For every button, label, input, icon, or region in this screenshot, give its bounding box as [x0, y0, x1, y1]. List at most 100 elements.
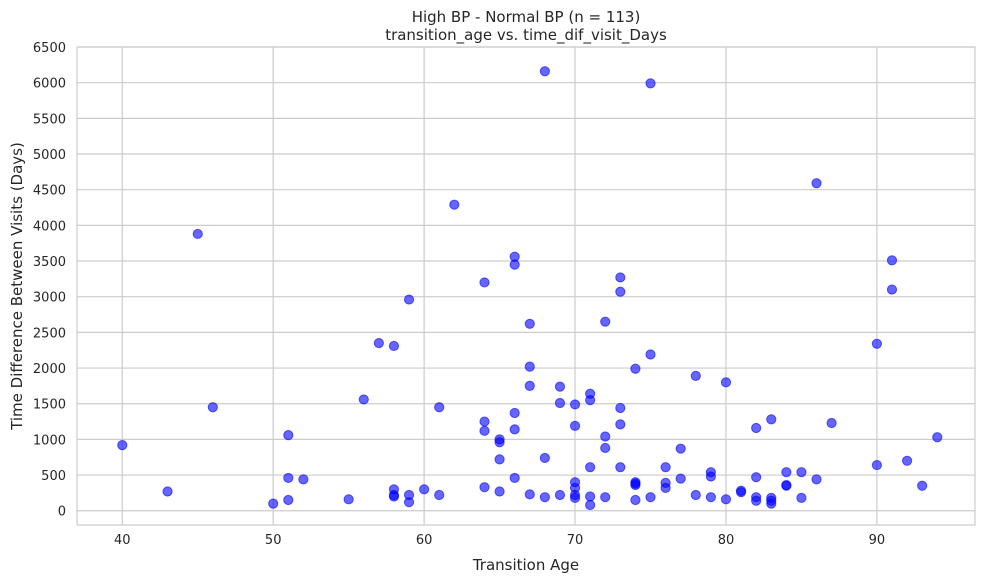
data-point [600, 492, 611, 503]
data-point [720, 494, 732, 505]
data-point [751, 495, 762, 506]
y-tick-label: 5500 [33, 112, 66, 127]
data-point [615, 286, 626, 297]
data-point [886, 284, 898, 295]
data-point [434, 402, 445, 413]
data-point [403, 294, 415, 305]
y-tick-label: 4500 [33, 184, 66, 199]
data-point [358, 394, 369, 405]
x-tick-label: 50 [265, 533, 282, 548]
data-point [554, 489, 566, 501]
data-point [434, 489, 445, 501]
data-point [479, 482, 490, 493]
data-point [509, 259, 520, 270]
data-point [871, 459, 882, 471]
data-point [645, 349, 656, 360]
data-point [569, 492, 581, 503]
data-point [494, 437, 505, 448]
data-point [826, 417, 837, 429]
data-point [645, 492, 656, 503]
y-tick-label: 1000 [33, 433, 66, 448]
data-point [600, 431, 611, 442]
data-point [298, 474, 309, 485]
data-point [645, 78, 656, 89]
data-point [283, 472, 294, 484]
data-point [479, 277, 490, 288]
data-point [509, 407, 520, 419]
y-tick-label: 1500 [33, 398, 66, 413]
data-point [720, 377, 732, 388]
y-tick-label: 2000 [33, 362, 66, 377]
data-point [615, 419, 626, 430]
y-tick-label: 6500 [33, 41, 66, 56]
grid-lines [77, 46, 975, 525]
data-point [569, 420, 581, 431]
data-point [690, 370, 701, 381]
data-point [766, 498, 777, 509]
data-point [630, 494, 641, 506]
data-point [600, 442, 611, 454]
y-axis-label: Time Difference Between Visits (Days) [8, 142, 26, 431]
data-point [766, 414, 777, 425]
data-point [660, 482, 671, 494]
data-point [539, 66, 550, 77]
data-point [585, 491, 596, 502]
x-axis-label: Transition Age [472, 556, 579, 574]
y-tick-label: 6000 [33, 77, 66, 92]
x-tick-label: 70 [567, 533, 584, 548]
data-point [751, 422, 762, 434]
data-point [554, 397, 566, 409]
data-point [600, 316, 611, 327]
data-point [192, 228, 203, 240]
data-point [660, 462, 671, 473]
data-point [524, 489, 535, 500]
data-point [419, 484, 430, 495]
data-point [524, 361, 535, 372]
data-point [886, 255, 898, 266]
data-point [539, 492, 550, 503]
x-tick-label: 60 [416, 533, 433, 548]
data-point [117, 439, 128, 451]
data-point [343, 494, 354, 505]
plot-frame [76, 46, 976, 526]
data-point [494, 486, 505, 497]
y-tick-label: 3000 [33, 291, 66, 306]
data-point [524, 380, 535, 391]
data-point [494, 454, 505, 465]
data-point [449, 199, 460, 210]
data-point [615, 402, 626, 414]
data-point [283, 494, 294, 506]
data-point [690, 489, 701, 501]
data-point [585, 395, 596, 406]
chart-subtitle: transition_age vs. time_dif_visit_Days [385, 26, 667, 45]
x-tick-label: 90 [869, 533, 886, 548]
y-tick-label: 0 [58, 505, 66, 520]
data-points [117, 66, 943, 511]
data-point [917, 480, 928, 491]
data-point [932, 432, 943, 443]
data-point [509, 472, 520, 484]
data-point [524, 318, 535, 329]
data-point [585, 499, 596, 511]
data-point [388, 340, 400, 352]
y-tick-label: 4000 [33, 219, 66, 234]
data-point [268, 498, 279, 509]
data-point [162, 486, 173, 497]
data-point [373, 337, 384, 349]
data-point [781, 467, 792, 478]
data-point [796, 492, 807, 503]
data-point [615, 272, 626, 283]
y-tick-label: 500 [41, 469, 66, 484]
y-tick-label: 2500 [33, 326, 66, 341]
data-point [705, 492, 716, 503]
x-tick-label: 80 [718, 533, 735, 548]
data-point [615, 462, 626, 473]
data-point [207, 402, 218, 413]
data-point [705, 471, 716, 482]
data-point [479, 425, 490, 436]
data-point [403, 497, 415, 508]
data-point [675, 443, 686, 454]
data-point [283, 430, 294, 441]
data-point [509, 424, 520, 435]
